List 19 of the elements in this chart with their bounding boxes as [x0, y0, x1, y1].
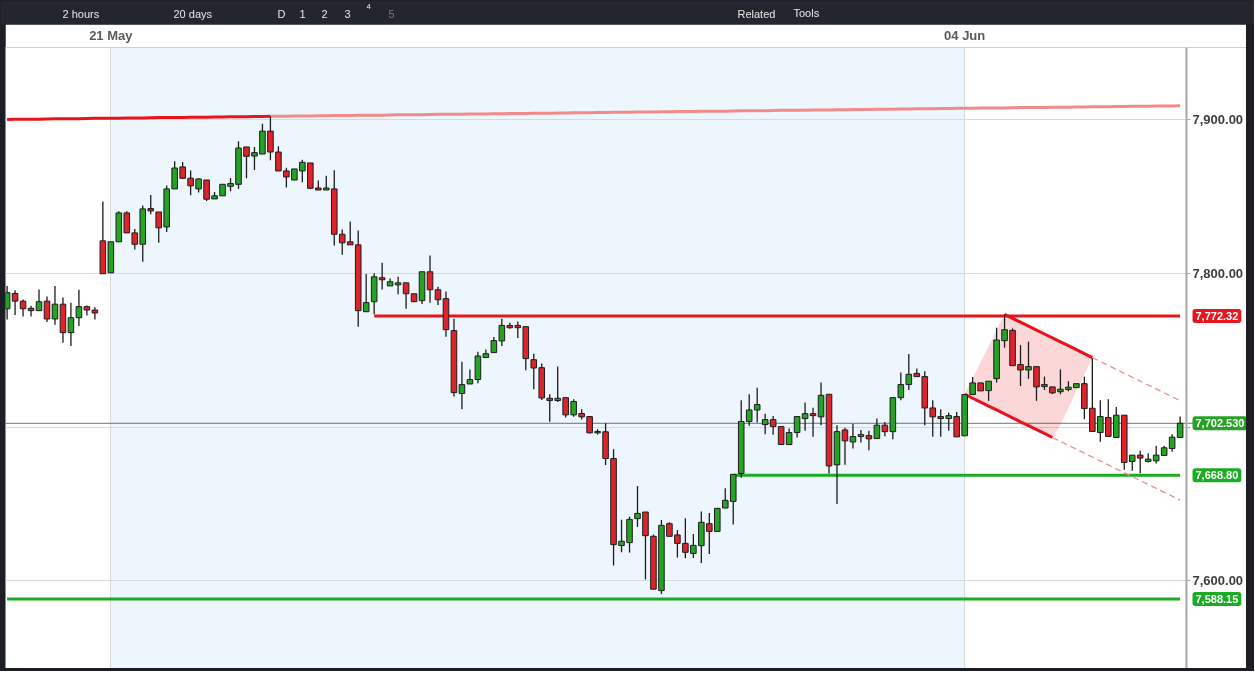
x-tick-label: 21 May — [89, 27, 134, 43]
y-tick-label: 7,600.00 — [1192, 573, 1244, 589]
text: Tools — [793, 6, 820, 19]
text: 1 — [299, 7, 306, 20]
text: 4 — [366, 2, 372, 11]
y-tick-label: 7,800.00 — [1192, 265, 1244, 281]
text: 20 days — [173, 7, 213, 20]
data-label: 7,588.15 — [1195, 593, 1239, 606]
ref-line-label: 7,702.530 — [1195, 417, 1245, 430]
text: 2 hours — [62, 7, 100, 20]
text: D — [277, 7, 286, 20]
data-label: 7,668.80 — [1195, 469, 1239, 482]
text: 5 — [388, 7, 395, 20]
y-tick-label: 7,900.00 — [1192, 112, 1244, 128]
text: 2 — [321, 7, 328, 20]
text: Related — [737, 7, 776, 20]
data-label: 7,772.32 — [1195, 310, 1239, 323]
text: 3 — [344, 7, 351, 20]
x-tick-label: 04 Jun — [944, 27, 986, 43]
